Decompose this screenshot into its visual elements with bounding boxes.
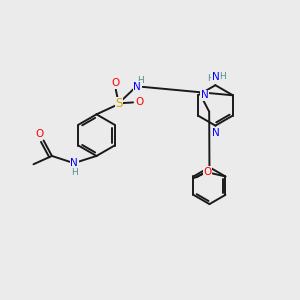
Text: N: N: [212, 72, 219, 82]
Text: O: O: [203, 167, 212, 177]
Text: H: H: [207, 74, 213, 83]
Text: O: O: [136, 98, 144, 107]
Text: H: H: [137, 76, 144, 85]
Text: O: O: [35, 129, 43, 139]
Text: O: O: [112, 78, 120, 88]
Text: N: N: [212, 74, 219, 84]
Text: N: N: [70, 158, 78, 168]
Text: N: N: [200, 90, 208, 100]
Text: N: N: [133, 82, 141, 92]
Text: H: H: [71, 168, 78, 177]
Text: H: H: [219, 72, 226, 81]
Text: S: S: [115, 98, 122, 110]
Text: N: N: [212, 128, 219, 138]
